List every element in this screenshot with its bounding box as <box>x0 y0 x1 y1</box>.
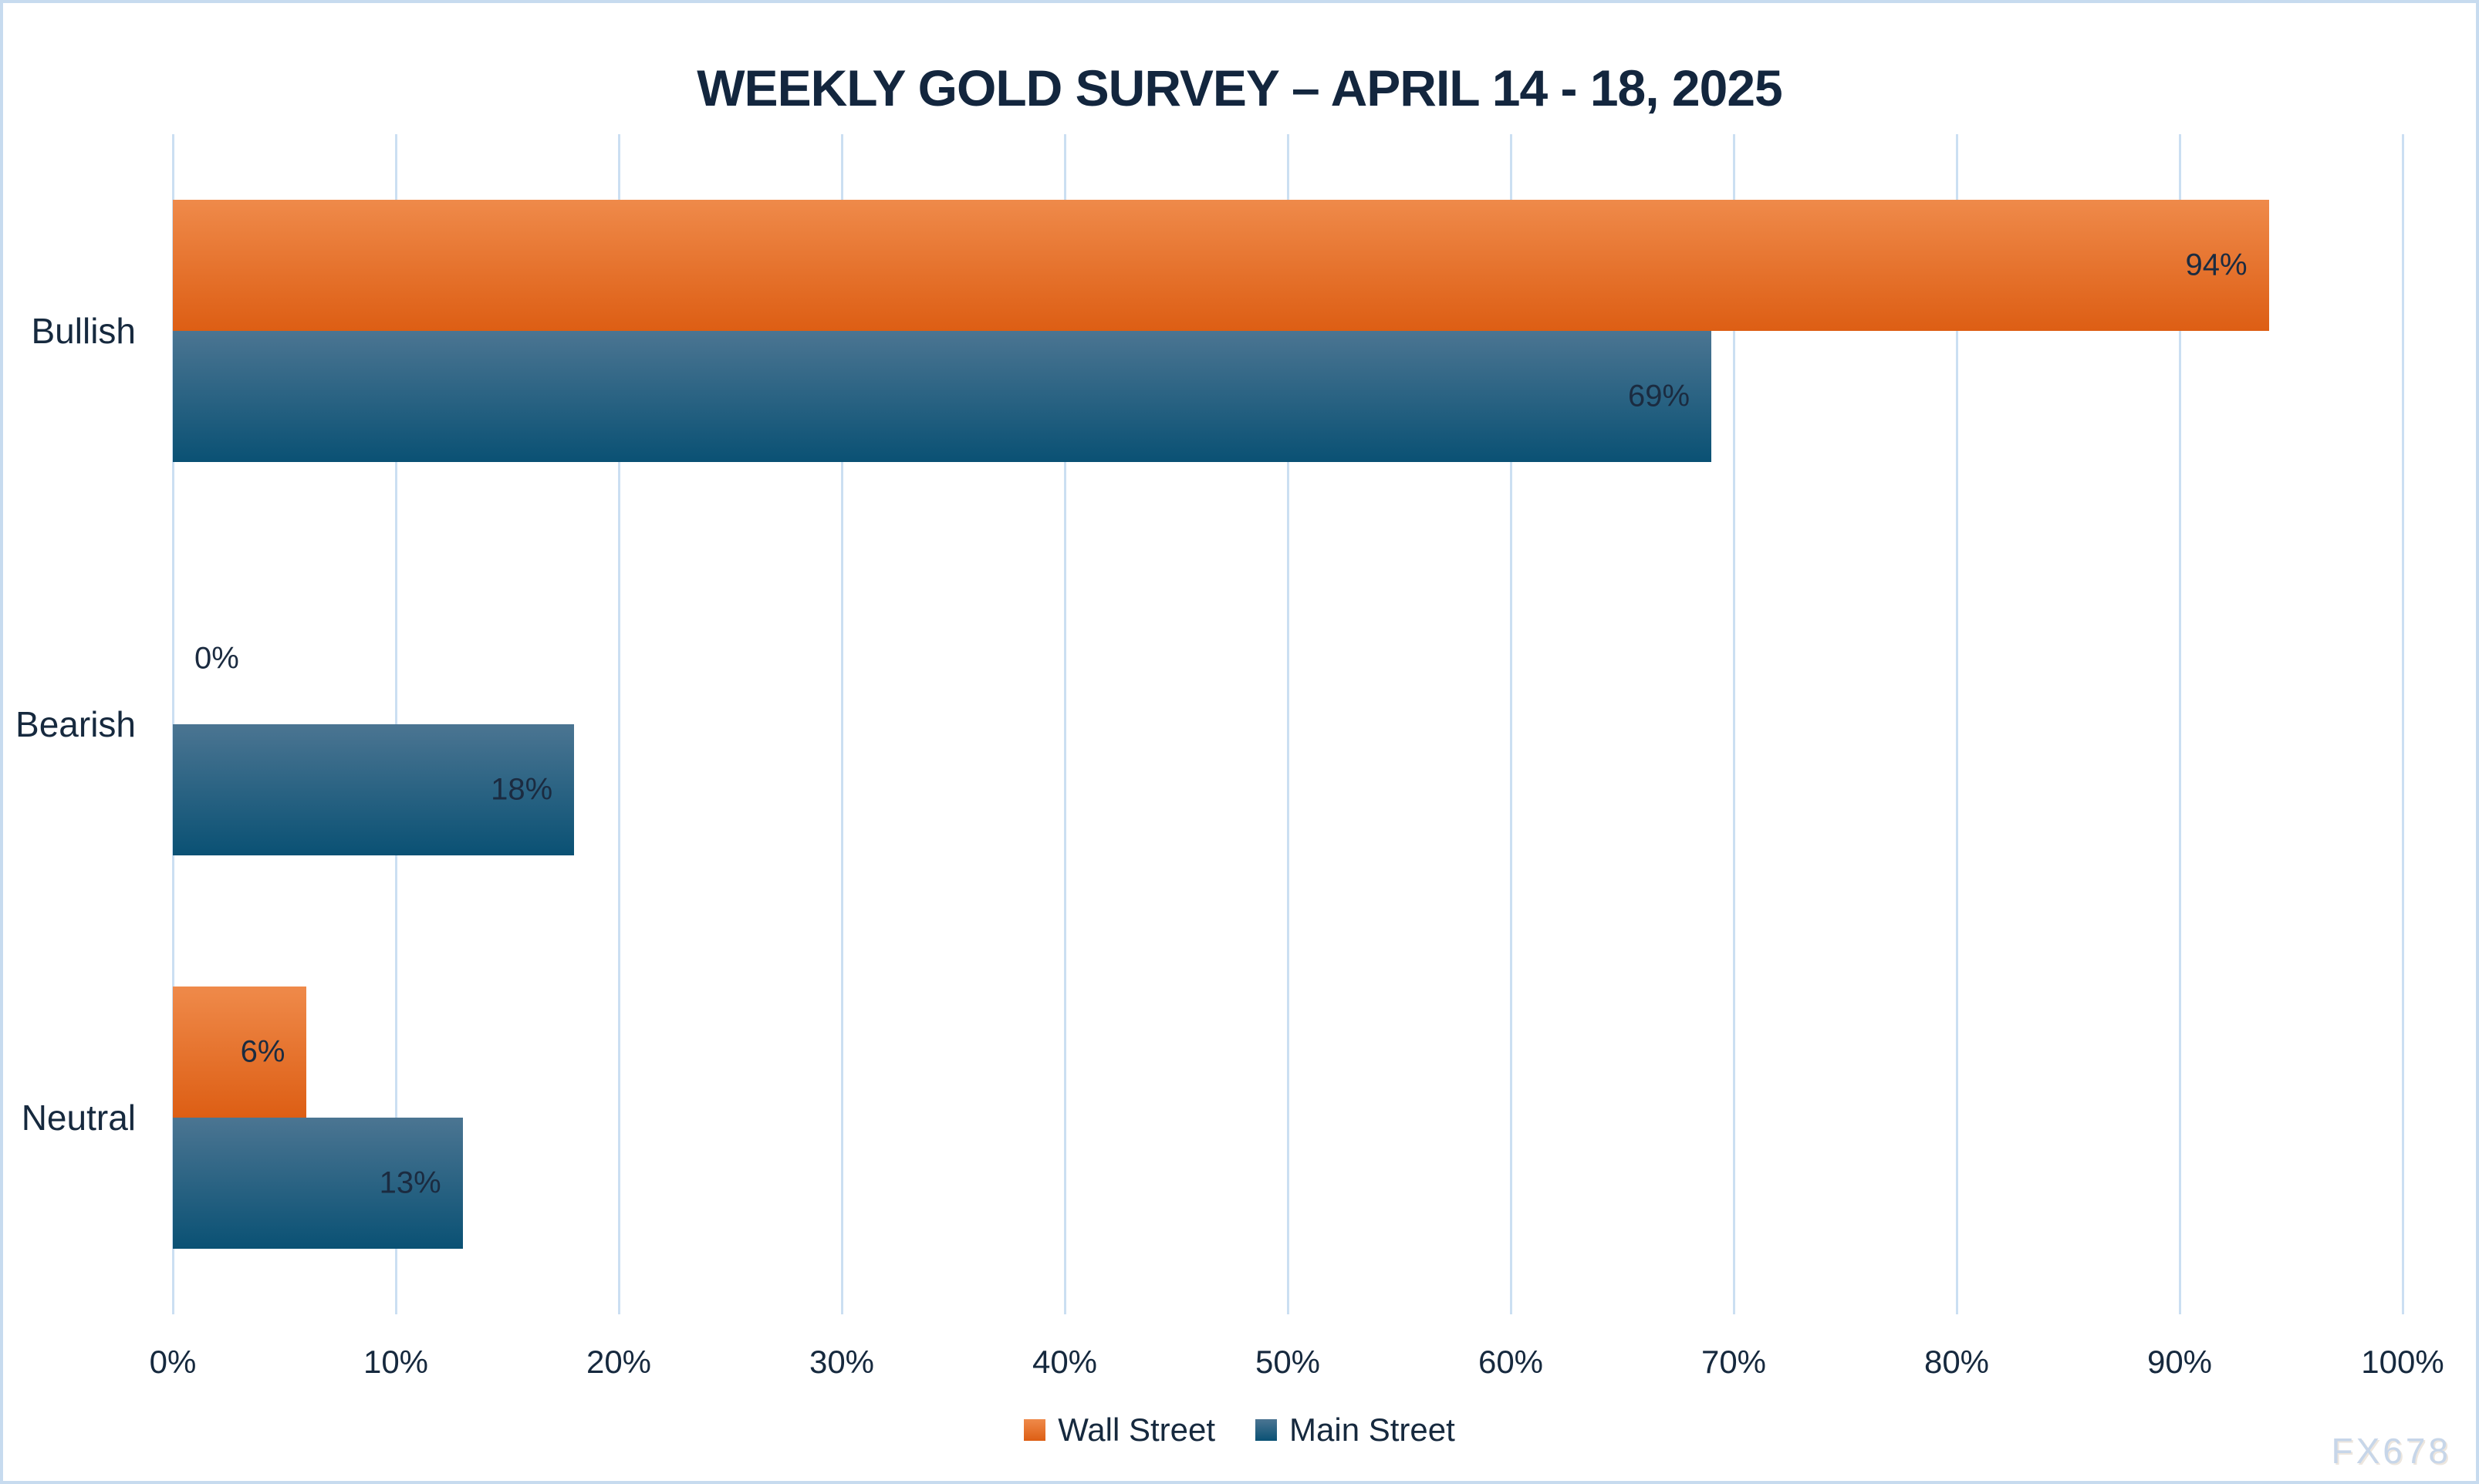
watermark: FX678 <box>2331 1431 2451 1471</box>
plot-area: 94% 69% 0% 18% 6% 13% <box>172 134 2404 1314</box>
category-label-bearish: Bearish <box>15 704 136 744</box>
chart-title: WEEKLY GOLD SURVEY – APRIL 14 - 18, 2025 <box>697 59 1783 116</box>
legend-swatch-icon-wall-street <box>1024 1419 1046 1441</box>
legend-label-wall-street: Wall Street <box>1058 1411 1216 1448</box>
value-label-wall-street-bullish: 94% <box>2185 248 2248 282</box>
category-label-bullish: Bullish <box>31 311 136 351</box>
gridline-6 <box>1510 134 1512 1314</box>
gridline-3 <box>841 134 843 1314</box>
value-label-main-street-bearish: 18% <box>491 772 553 807</box>
gridline-10 <box>2402 134 2404 1314</box>
legend-label-main-street: Main Street <box>1289 1411 1455 1448</box>
tick-label-7: 70% <box>1701 1344 1767 1380</box>
bar-group-bearish: 0% 18% <box>173 593 2403 855</box>
x-axis: 0% 10% 20% 30% 40% 50% 60% 70% 80% 90% 100% <box>150 1314 2444 1399</box>
bar-group-neutral: 6% 13% <box>173 987 2403 1249</box>
tick-label-2: 20% <box>586 1344 652 1380</box>
bar-wall-street-bullish <box>173 200 2269 331</box>
bar-wall-street-neutral <box>173 987 307 1118</box>
gridline-4 <box>1064 134 1066 1314</box>
tick-label-10: 100% <box>2361 1344 2444 1380</box>
gridline-9 <box>2179 134 2181 1314</box>
legend-swatch-icon-main-street <box>1255 1419 1278 1441</box>
gridline-7 <box>1733 134 1735 1314</box>
tick-label-4: 40% <box>1032 1344 1098 1380</box>
tick-label-6: 60% <box>1478 1344 1544 1380</box>
value-label-main-street-neutral: 13% <box>379 1165 441 1200</box>
value-label-main-street-bullish: 69% <box>1628 379 1690 413</box>
tick-label-1: 10% <box>363 1344 429 1380</box>
tick-label-3: 30% <box>809 1344 875 1380</box>
gridline-8 <box>1956 134 1958 1314</box>
bar-main-street-neutral <box>173 1118 463 1249</box>
legend: Wall Street Main Street <box>3 1411 2476 1449</box>
legend-item-main-street: Main Street <box>1255 1411 1455 1449</box>
legend-item-wall-street: Wall Street <box>1024 1411 1215 1449</box>
category-axis: Bullish Bearish Neutral <box>3 134 173 1314</box>
tick-label-5: 50% <box>1255 1344 1321 1380</box>
bar-group-bullish: 94% 69% <box>173 200 2403 462</box>
tick-label-9: 90% <box>2146 1344 2213 1380</box>
gridline-5 <box>1287 134 1289 1314</box>
value-label-wall-street-bearish: 0% <box>194 641 239 676</box>
bar-main-street-bearish <box>173 724 575 855</box>
value-label-wall-street-neutral: 6% <box>240 1034 285 1069</box>
bar-main-street-bullish <box>173 331 1712 462</box>
tick-label-8: 80% <box>1923 1344 1990 1380</box>
gridline-2 <box>618 134 620 1314</box>
category-label-neutral: Neutral <box>21 1098 136 1138</box>
tick-label-0: 0% <box>149 1344 197 1380</box>
